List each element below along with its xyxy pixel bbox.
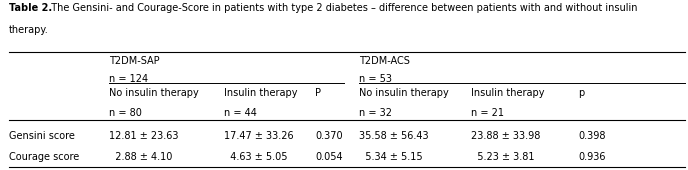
Text: n = 124: n = 124 [109, 74, 148, 84]
Text: 2.88 ± 4.10: 2.88 ± 4.10 [109, 152, 172, 162]
Text: The Gensini- and Courage-Score in patients with type 2 diabetes – difference bet: The Gensini- and Courage-Score in patien… [45, 3, 637, 13]
Text: 12.81 ± 23.63: 12.81 ± 23.63 [109, 131, 178, 141]
Text: 23.88 ± 33.98: 23.88 ± 33.98 [471, 131, 541, 141]
Text: Insulin therapy: Insulin therapy [471, 88, 545, 98]
Text: 17.47 ± 33.26: 17.47 ± 33.26 [224, 131, 293, 141]
Text: 0.936: 0.936 [578, 152, 605, 162]
Text: 0.398: 0.398 [578, 131, 605, 141]
Text: Insulin therapy: Insulin therapy [224, 88, 297, 98]
Text: T2DM-SAP: T2DM-SAP [109, 56, 160, 66]
Text: therapy.: therapy. [9, 25, 49, 35]
Text: n = 80: n = 80 [109, 108, 142, 118]
Text: 4.63 ± 5.05: 4.63 ± 5.05 [224, 152, 287, 162]
Text: 5.34 ± 5.15: 5.34 ± 5.15 [359, 152, 422, 162]
Text: p: p [578, 88, 584, 98]
Text: n = 44: n = 44 [224, 108, 257, 118]
Text: n = 53: n = 53 [359, 74, 392, 84]
Text: No insulin therapy: No insulin therapy [109, 88, 198, 98]
Text: P: P [315, 88, 321, 98]
Text: n = 32: n = 32 [359, 108, 392, 118]
Text: No insulin therapy: No insulin therapy [359, 88, 449, 98]
Text: Table 2.: Table 2. [9, 3, 52, 13]
Text: T2DM-ACS: T2DM-ACS [359, 56, 410, 66]
Text: 35.58 ± 56.43: 35.58 ± 56.43 [359, 131, 429, 141]
Text: 5.23 ± 3.81: 5.23 ± 3.81 [471, 152, 535, 162]
Text: Courage score: Courage score [9, 152, 79, 162]
Text: n = 21: n = 21 [471, 108, 504, 118]
Text: 0.370: 0.370 [315, 131, 343, 141]
Text: Gensini score: Gensini score [9, 131, 75, 141]
Text: 0.054: 0.054 [315, 152, 343, 162]
